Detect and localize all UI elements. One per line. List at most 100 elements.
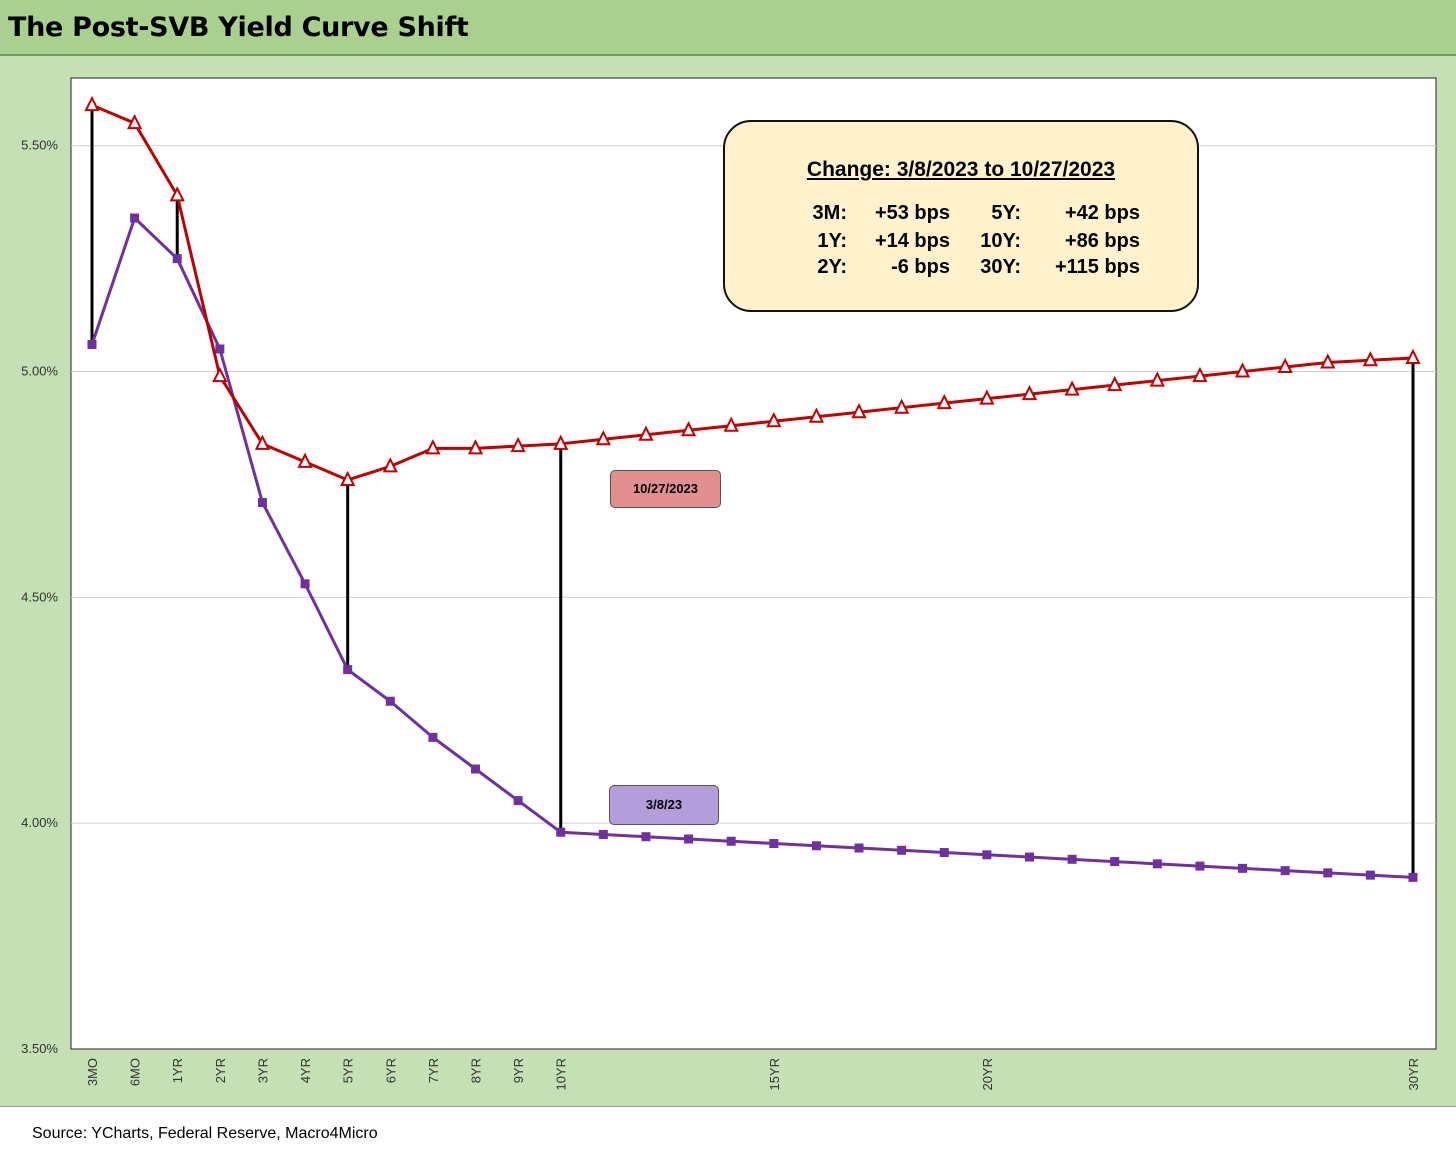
title-bar: The Post-SVB Yield Curve Shift [0, 0, 1456, 56]
data-point-triangle [1149, 371, 1165, 387]
series-label-10-27-2023: 10/27/2023 [610, 470, 721, 508]
series-label-3-8-23: 3/8/23 [609, 785, 719, 825]
change-label-30y: 30Y: [980, 256, 1021, 278]
x-tick-label: 15YR [767, 1058, 782, 1091]
source-note: Source: YCharts, Federal Reserve, Macro4… [32, 1125, 378, 1142]
data-point-triangle [851, 402, 867, 419]
change-value-30y: +115 bps [1054, 256, 1140, 278]
series-line [91, 103, 1414, 482]
data-point-triangle [1405, 348, 1421, 365]
data-point-square [1408, 872, 1418, 882]
x-tick-label: 10YR [554, 1058, 569, 1091]
data-point-square [982, 850, 992, 860]
y-tick-label: 5.50% [21, 138, 58, 153]
data-point-triangle [425, 439, 441, 455]
data-point-triangle [212, 366, 228, 383]
y-tick-label: 4.50% [21, 589, 58, 604]
data-point-triangle [680, 421, 697, 437]
change-connectors [90, 105, 1415, 878]
data-point-square [428, 732, 438, 742]
series-10-27-2023 [84, 95, 1421, 486]
data-point-square [257, 498, 267, 508]
source-footer: Source: YCharts, Federal Reserve, Macro4… [0, 1106, 1456, 1154]
data-point-triangle [1320, 353, 1336, 369]
change-summary-box: Change: 3/8/2023 to 10/27/2023 3M: +53 b… [723, 120, 1199, 312]
data-point-square [471, 764, 481, 774]
x-tick-label: 20YR [980, 1058, 995, 1091]
y-tick-label: 3.50% [21, 1041, 58, 1056]
data-point-triangle [254, 434, 271, 450]
x-tick-label: 5YR [341, 1058, 356, 1083]
change-label-2y: 2Y: [817, 256, 847, 278]
change-value-5y: +42 bps [1064, 202, 1140, 224]
data-point-triangle [1064, 380, 1080, 396]
data-point-square [556, 827, 566, 837]
data-point-triangle [126, 113, 143, 130]
data-point-triangle [723, 416, 739, 432]
x-tick-label: 30YR [1406, 1058, 1421, 1091]
data-point-triangle [766, 412, 782, 428]
y-tick-label: 4.00% [21, 815, 58, 830]
data-point-triangle [1021, 384, 1038, 401]
data-point-triangle [340, 470, 356, 486]
x-tick-label: 3YR [255, 1058, 270, 1083]
x-tick-label: 7YR [426, 1058, 441, 1083]
data-point-triangle [638, 425, 654, 441]
change-value-3m: +53 bps [874, 202, 950, 224]
data-point-triangle [169, 186, 185, 202]
change-label-5y: 5Y: [991, 202, 1021, 224]
series-lines [84, 95, 1421, 882]
data-point-square [1195, 861, 1205, 871]
data-point-triangle [1107, 375, 1123, 392]
data-point-square [87, 339, 97, 349]
data-point-triangle [382, 457, 398, 473]
data-point-square [1067, 854, 1077, 864]
data-point-triangle [297, 452, 313, 468]
data-point-triangle [1234, 362, 1251, 378]
data-point-square [1152, 859, 1162, 869]
x-tick-label: 6YR [383, 1058, 398, 1083]
series-3-8-23 [87, 213, 1418, 882]
x-tick-label: 3MO [85, 1058, 100, 1086]
x-tick-label: 1YR [170, 1058, 185, 1083]
data-point-square [1323, 868, 1333, 878]
data-point-square [300, 579, 310, 589]
data-point-square [1024, 852, 1034, 862]
data-point-square [811, 841, 821, 851]
change-label-3m: 3M: [812, 202, 847, 224]
data-point-square [1280, 866, 1290, 876]
data-point-square [854, 843, 864, 853]
data-point-square [726, 836, 736, 846]
grid-lines [71, 145, 1436, 824]
data-point-square [769, 839, 779, 849]
series-line [90, 216, 1414, 879]
data-point-triangle [510, 436, 526, 453]
x-axis-ticks: 3MO 6MO 1YR 2YR 3YR 4YR 5YR 6YR 7YR 8YR 9YR 10YR 15Y… [85, 1058, 1421, 1091]
data-point-square [172, 254, 182, 264]
data-point-square [684, 834, 694, 844]
x-tick-label: 9YR [511, 1058, 526, 1083]
data-point-square [1365, 870, 1375, 880]
y-axis-ticks: 3.50% 4.00% 4.50% 5.00% 5.50% [21, 138, 58, 1056]
change-box-title: Change: 3/8/2023 to 10/27/2023 [806, 158, 1116, 181]
data-point-triangle [467, 439, 484, 455]
change-label-10y: 10Y: [980, 230, 1021, 252]
data-point-square [130, 213, 140, 223]
data-point-square [939, 848, 949, 858]
data-point-triangle [553, 434, 569, 450]
data-point-triangle [808, 407, 825, 423]
change-value-2y: -6 bps [891, 256, 950, 278]
y-tick-label: 5.00% [21, 364, 58, 379]
data-point-square [385, 696, 395, 706]
x-tick-label: 6MO [128, 1058, 143, 1086]
data-point-square [513, 796, 523, 806]
data-point-triangle [1277, 357, 1293, 374]
data-point-square [598, 829, 608, 839]
x-tick-label: 4YR [298, 1058, 313, 1083]
data-point-triangle [1192, 366, 1208, 383]
data-point-triangle [979, 389, 995, 405]
change-label-1y: 1Y: [817, 230, 847, 252]
change-value-10y: +86 bps [1064, 230, 1140, 252]
data-point-triangle [595, 430, 611, 446]
x-tick-label: 2YR [213, 1058, 228, 1083]
